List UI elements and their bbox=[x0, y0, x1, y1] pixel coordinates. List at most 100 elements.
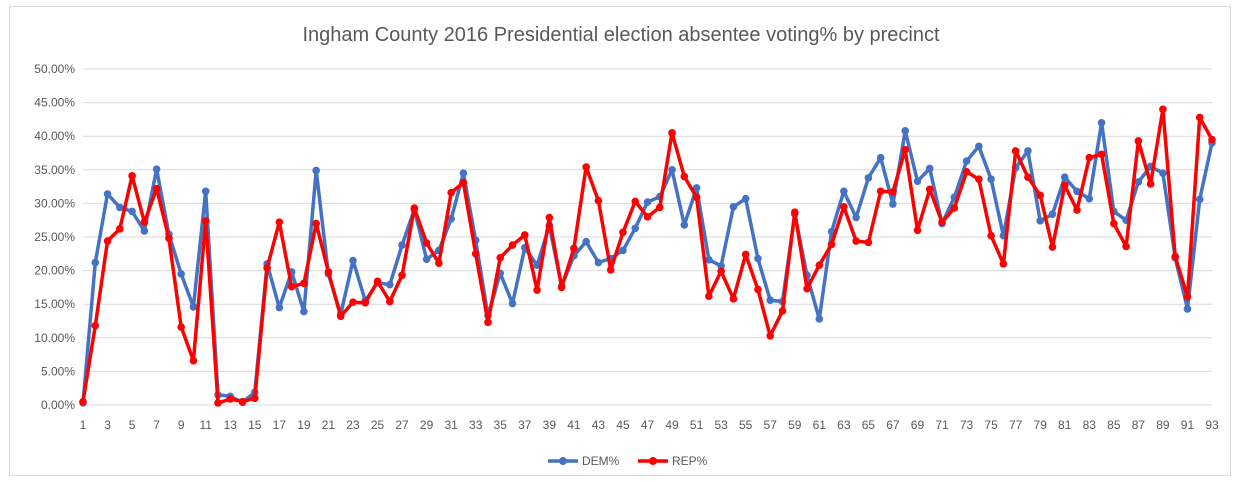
data-point bbox=[754, 254, 762, 263]
data-point bbox=[570, 244, 578, 253]
x-tick-label: 53 bbox=[714, 418, 728, 432]
data-point bbox=[336, 312, 345, 321]
data-point bbox=[631, 224, 640, 233]
data-point bbox=[1183, 293, 1192, 301]
data-point bbox=[741, 194, 750, 203]
data-point bbox=[876, 153, 885, 162]
x-tick-label: 81 bbox=[1058, 418, 1072, 432]
data-point bbox=[1011, 147, 1020, 155]
data-point bbox=[312, 219, 320, 228]
x-tick-label: 93 bbox=[1205, 418, 1219, 432]
data-point bbox=[1122, 242, 1130, 251]
x-tick-label: 17 bbox=[273, 418, 287, 432]
x-tick-label: 19 bbox=[297, 418, 311, 432]
x-tick-label: 91 bbox=[1181, 418, 1195, 432]
data-point bbox=[619, 228, 627, 237]
y-tick-label: 15.00% bbox=[34, 297, 75, 311]
y-tick-label: 40.00% bbox=[34, 129, 75, 143]
x-tick-label: 41 bbox=[567, 418, 581, 432]
data-point bbox=[324, 268, 333, 276]
legend-item: DEM% bbox=[548, 454, 620, 468]
legend-marker bbox=[559, 457, 567, 465]
data-point bbox=[827, 240, 836, 249]
x-tick-label: 35 bbox=[494, 418, 508, 432]
data-point bbox=[729, 295, 738, 303]
data-point bbox=[692, 184, 701, 192]
data-point bbox=[680, 172, 689, 181]
data-point bbox=[177, 270, 185, 278]
data-point bbox=[1134, 178, 1143, 186]
data-point bbox=[275, 303, 284, 312]
data-point bbox=[91, 258, 100, 267]
data-point bbox=[643, 198, 652, 206]
data-point bbox=[140, 218, 149, 227]
x-tick-label: 23 bbox=[346, 418, 360, 432]
x-tick-label: 85 bbox=[1107, 418, 1121, 432]
data-point bbox=[189, 303, 198, 311]
x-tick-label: 11 bbox=[199, 418, 212, 432]
data-point bbox=[1195, 195, 1204, 204]
data-point bbox=[729, 202, 738, 211]
data-point bbox=[1024, 173, 1032, 181]
data-point bbox=[251, 394, 259, 403]
data-point bbox=[557, 283, 566, 292]
x-tick-label: 5 bbox=[129, 418, 136, 432]
data-point bbox=[128, 207, 136, 216]
data-point bbox=[889, 188, 897, 196]
gridlines bbox=[83, 68, 1212, 406]
data-point bbox=[103, 237, 112, 245]
data-point bbox=[435, 259, 443, 268]
series-dem bbox=[79, 118, 1216, 407]
data-point bbox=[852, 213, 860, 222]
data-point bbox=[1073, 187, 1081, 196]
x-tick-label: 79 bbox=[1034, 418, 1048, 432]
data-point bbox=[987, 231, 995, 240]
data-point bbox=[361, 299, 370, 307]
data-point bbox=[373, 277, 382, 286]
data-point bbox=[398, 241, 406, 249]
line-chart: Ingham County 2016 Presidential election… bbox=[34, 24, 1219, 468]
data-point bbox=[864, 238, 873, 247]
data-point bbox=[103, 190, 112, 198]
data-point bbox=[287, 282, 296, 291]
data-point bbox=[128, 172, 136, 180]
x-tick-label: 13 bbox=[224, 418, 238, 432]
data-point bbox=[1097, 150, 1106, 159]
data-point bbox=[950, 204, 959, 212]
y-tick-label: 30.00% bbox=[34, 196, 75, 210]
y-tick-label: 35.00% bbox=[34, 163, 75, 177]
x-tick-label: 51 bbox=[690, 418, 704, 432]
data-point bbox=[1110, 219, 1118, 228]
legend: DEM% REP% bbox=[548, 454, 708, 468]
x-tick-label: 59 bbox=[788, 418, 802, 432]
data-point bbox=[459, 169, 468, 177]
data-point bbox=[840, 187, 848, 196]
x-tick-label: 75 bbox=[984, 418, 998, 432]
data-point bbox=[533, 286, 541, 294]
y-tick-label: 10.00% bbox=[34, 331, 75, 345]
data-point bbox=[508, 299, 517, 308]
data-point bbox=[189, 356, 198, 365]
data-point bbox=[815, 261, 824, 270]
data-point bbox=[312, 166, 320, 175]
data-point bbox=[692, 193, 701, 202]
data-point bbox=[116, 225, 124, 233]
data-point bbox=[1183, 305, 1192, 313]
x-tick-label: 83 bbox=[1083, 418, 1097, 432]
data-point bbox=[1097, 118, 1106, 127]
x-tick-label: 21 bbox=[322, 418, 336, 432]
legend-marker bbox=[649, 457, 657, 465]
data-point bbox=[201, 217, 210, 225]
x-tick-label: 39 bbox=[543, 418, 557, 432]
data-point bbox=[349, 298, 357, 306]
x-tick-label: 67 bbox=[886, 418, 900, 432]
data-point bbox=[606, 266, 615, 274]
y-tick-label: 25.00% bbox=[34, 230, 75, 244]
y-axis-ticks: 0.00% 5.00% 10.00% 15.00% 20.00% 25.00% 30.00%… bbox=[34, 62, 75, 412]
data-point bbox=[152, 165, 161, 173]
data-point bbox=[643, 213, 652, 221]
data-point bbox=[962, 157, 971, 165]
data-point bbox=[655, 203, 664, 212]
data-point bbox=[422, 255, 431, 263]
data-point bbox=[938, 218, 946, 227]
